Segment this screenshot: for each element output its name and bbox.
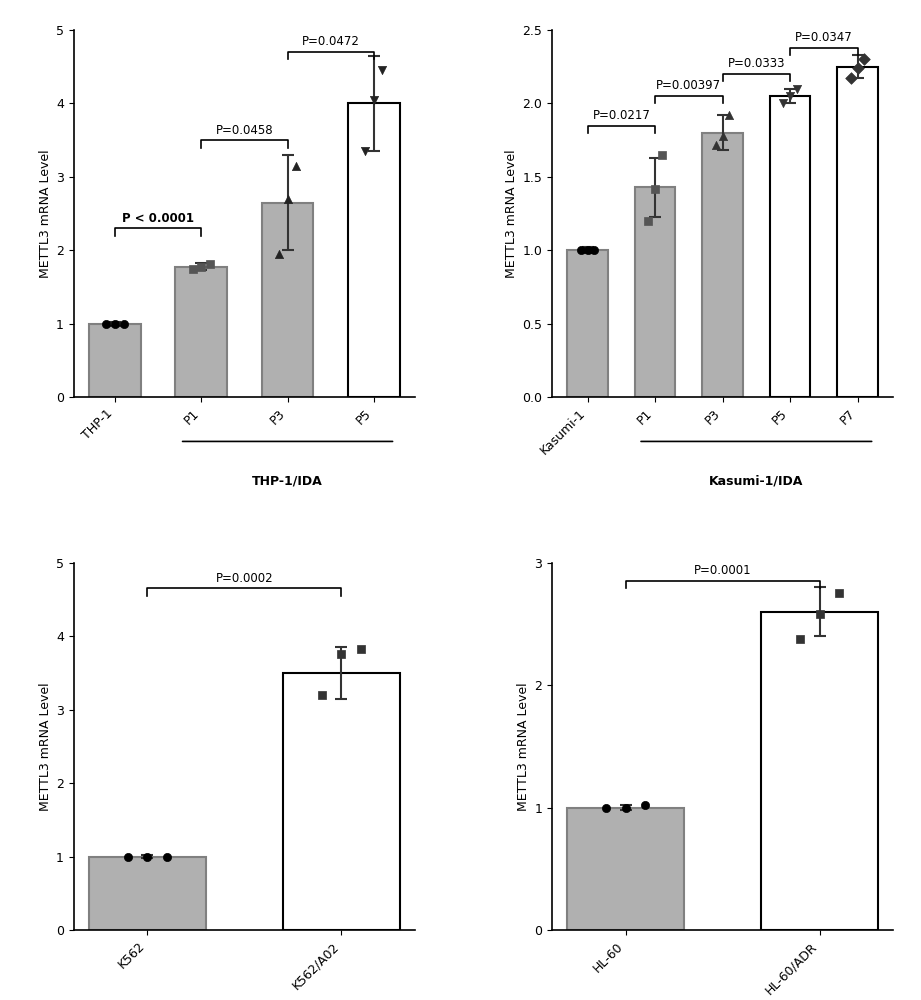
Text: THP-1/IDA: THP-1/IDA	[252, 474, 323, 487]
Point	[850, 60, 865, 76]
Point	[159, 849, 174, 865]
Point	[140, 849, 155, 865]
Bar	[635, 187, 675, 397]
Point	[655, 147, 670, 163]
Point	[354, 641, 368, 657]
Point	[832, 585, 846, 601]
Text: P=0.0333: P=0.0333	[728, 57, 785, 70]
Point	[783, 88, 798, 104]
Point	[844, 70, 858, 86]
Point	[99, 316, 114, 332]
Point	[789, 81, 804, 97]
Y-axis label: METTL3 mRNA Level: METTL3 mRNA Level	[505, 149, 518, 278]
Point	[194, 259, 209, 275]
Y-axis label: METTL3 mRNA Level: METTL3 mRNA Level	[39, 149, 52, 278]
Bar	[176, 267, 227, 397]
Point	[708, 137, 723, 153]
Text: P=0.00397: P=0.00397	[657, 79, 721, 92]
Text: P=0.0217: P=0.0217	[592, 109, 650, 122]
Point	[599, 800, 613, 816]
Bar	[837, 67, 878, 397]
Point	[776, 95, 791, 111]
Point	[108, 316, 122, 332]
Point	[587, 242, 601, 258]
Text: P=0.0002: P=0.0002	[216, 572, 274, 585]
Point	[812, 606, 827, 622]
Text: P=0.0347: P=0.0347	[795, 31, 853, 44]
Y-axis label: METTL3 mRNA Level: METTL3 mRNA Level	[39, 682, 52, 811]
Point	[580, 242, 595, 258]
Text: P < 0.0001: P < 0.0001	[122, 212, 194, 225]
Point	[280, 191, 295, 207]
Point	[647, 181, 662, 197]
Point	[857, 51, 871, 67]
Point	[637, 797, 652, 813]
Bar	[770, 96, 810, 397]
Text: P=0.0001: P=0.0001	[694, 564, 752, 577]
Point	[793, 631, 808, 647]
Bar	[567, 808, 683, 930]
Point	[716, 128, 730, 144]
Text: P=0.0472: P=0.0472	[302, 35, 359, 48]
Bar	[567, 250, 608, 397]
Point	[116, 316, 131, 332]
Point	[272, 246, 286, 262]
Bar	[284, 673, 400, 930]
Point	[722, 107, 737, 123]
Bar	[89, 324, 141, 397]
Point	[367, 92, 381, 108]
Point	[203, 256, 217, 272]
Point	[121, 849, 135, 865]
Point	[289, 158, 304, 174]
Point	[375, 62, 390, 78]
Bar	[262, 203, 313, 397]
Bar	[762, 612, 878, 930]
Point	[574, 242, 589, 258]
Point	[358, 143, 373, 159]
Point	[315, 687, 330, 703]
Text: Kasumi-1/IDA: Kasumi-1/IDA	[709, 474, 803, 487]
Point	[641, 213, 656, 229]
Bar	[89, 857, 205, 930]
Text: P=0.0458: P=0.0458	[216, 124, 274, 137]
Point	[334, 646, 349, 662]
Y-axis label: METTL3 mRNA Level: METTL3 mRNA Level	[517, 682, 530, 811]
Bar	[348, 103, 400, 397]
Bar	[703, 133, 743, 397]
Point	[185, 261, 200, 277]
Point	[618, 800, 633, 816]
